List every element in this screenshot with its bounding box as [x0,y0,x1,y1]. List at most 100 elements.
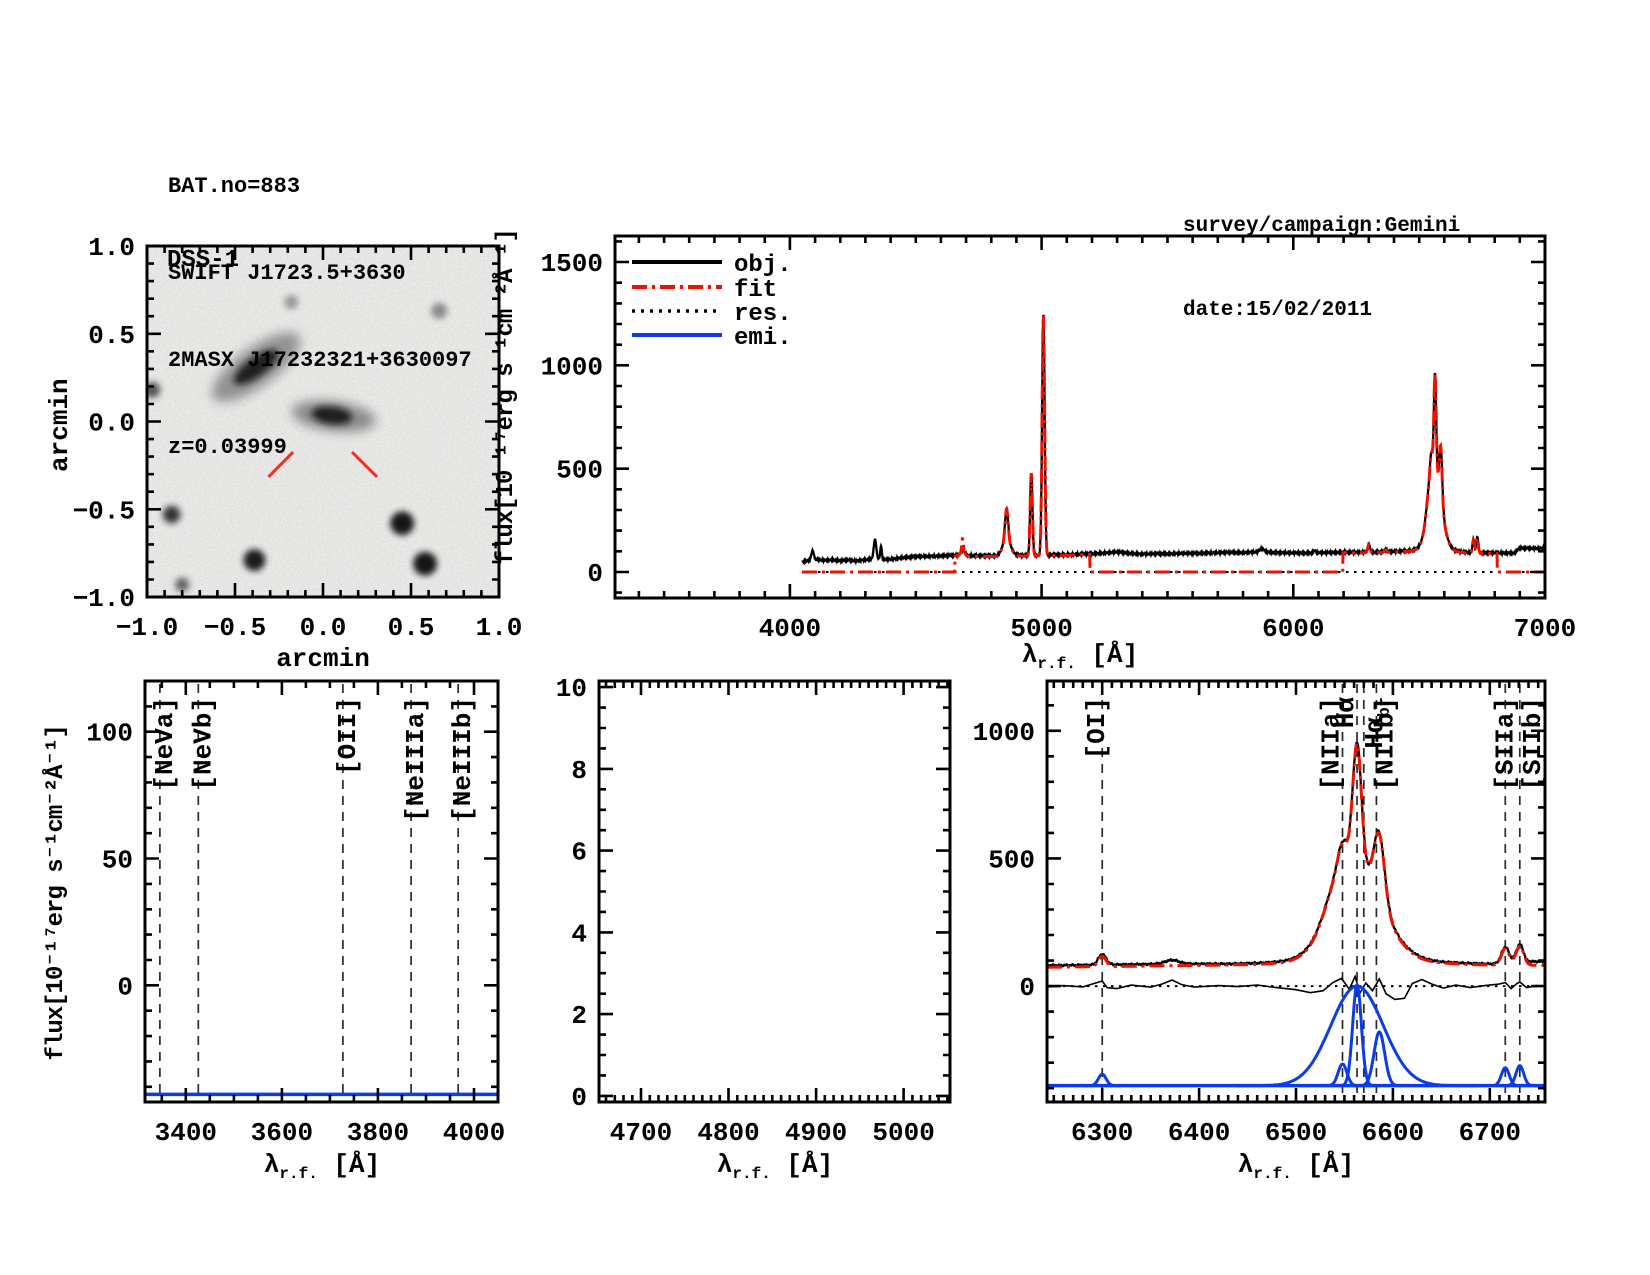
dss-yaxis-title: arcmin [44,378,75,472]
halpha-zoom-xaxis-title: λr.f. [Å] [1237,1150,1355,1184]
y-tick-label: −0.5 [73,496,135,526]
mid-zoom-xaxis-title: λr.f. [Å] [716,1150,834,1184]
plot-frame [143,679,500,1104]
axis-ticks [615,236,1547,598]
x-tick-label: 4900 [785,1118,847,1148]
emission-component-curve [1502,1064,1538,1088]
2masx-name: 2MASX J17232321+3630097 [168,348,472,374]
spectral-line-label: [NIIa] [1317,697,1347,791]
y-tick-label: 1000 [973,718,1035,748]
y-tick-label: 4 [571,919,587,949]
panel-full_spectrum-curves [801,314,1544,574]
observation-date: date:15/02/2011 [1183,298,1373,322]
full-spectrum-yaxis-title: flux[10⁻¹⁷erg s⁻¹cm⁻²Å⁻¹] [493,229,521,565]
fit-curve [802,315,1544,574]
x-tick-label: −0.5 [204,613,266,643]
x-tick-label: 6000 [1262,614,1324,644]
target-pointer-mark [350,450,379,479]
spectral-line-label: [SIIb] [1518,697,1548,791]
dss-xaxis-title: arcmin [276,644,370,674]
x-tick-label: 3600 [251,1118,313,1148]
star [390,511,415,536]
x-tick-label: 5000 [872,1118,934,1148]
dss-image-label: DSS-1 [167,247,240,274]
x-tick-label: 1.0 [476,613,523,643]
redshift: z=0.03999 [168,435,287,461]
panel-blue_lines_zoom: 3400 3600 3800 4000 0 50 100 [NeVa] [NeVb] [OII] [… [86,679,505,1148]
y-tick-label: 100 [86,719,133,749]
x-tick-label: 6400 [1168,1118,1230,1148]
star [175,577,190,592]
emission-component-curve [1337,982,1378,1088]
y-tick-label: 0 [571,1083,587,1113]
y-tick-label: 0 [1019,973,1035,1003]
legend-label: emi. [734,325,792,352]
target-pointer-mark [267,450,295,479]
dss-image-content [148,247,498,596]
x-tick-label: −1.0 [116,613,178,643]
spectral-line-label: [NIIb] [1370,697,1400,791]
panel-dss_image: −1.0 −0.5 0.0 0.5 1.0 −1.0 −0.5 0.0 0.5 1.0 [73,233,523,643]
y-tick-label: 1500 [541,249,603,279]
plot-frame [1045,679,1547,1104]
spectral-line-label: [NeIIIa] [401,697,431,822]
axis-ticks [1047,681,1545,1102]
spectral-line-label: [NeVb] [188,697,218,791]
x-tick-label: 0.0 [300,613,347,643]
spectral-line-label: [OII] [333,697,363,775]
object-spectrum-curve [801,314,1544,566]
y-tick-label: 0 [587,559,603,589]
emission-component-curve [1354,1030,1404,1088]
plot-frame [613,234,1547,600]
y-tick-label: 1.0 [88,233,135,263]
emission-component-curve [1084,1072,1121,1088]
y-tick-label: 0 [117,972,133,1002]
x-tick-label: 0.5 [388,613,435,643]
y-tick-label: 1000 [541,352,603,382]
y-tick-label: 50 [102,846,133,876]
star [162,505,181,524]
star [413,551,438,576]
spectral-line-label: [SIIa] [1490,697,1520,791]
bat-number: BAT.no=883 [168,174,301,200]
blue-zoom-xaxis-title: λr.f. [Å] [263,1150,381,1184]
blue-zoom-yaxis-title: flux[10⁻¹⁷erg s⁻¹cm⁻²Å⁻¹] [43,725,71,1061]
y-tick-label: 10 [556,674,587,704]
x-tick-label: 4000 [443,1118,505,1148]
y-tick-label: 6 [571,838,587,868]
y-tick-label: 500 [988,845,1035,875]
fit-curve [1048,741,1544,969]
axis-ticks [599,681,950,1102]
y-tick-label: 500 [556,456,603,486]
y-tick-label: 2 [571,1001,587,1031]
star [284,295,299,310]
axis-ticks [145,679,500,1102]
axis-ticks [145,244,501,599]
x-tick-label: 4000 [759,614,821,644]
y-tick-label: 0.0 [88,409,135,439]
x-tick-label: 3800 [347,1118,409,1148]
spectral-line-label: [NeVa] [150,697,180,791]
swift-name: SWIFT J1723.5+3630 [168,261,406,287]
spectral-line-label: [NeIIIb] [448,697,478,822]
panel-halpha_zoom-curves [1048,684,1544,1100]
panel-full_spectrum: 4000 5000 6000 7000 0 500 1000 1500 obj.fitres.e… [541,234,1576,644]
residual-curve [1048,974,1544,1001]
survey-campaign: survey/campaign:Gemini [1183,215,1461,239]
target-galaxy-core [311,406,352,425]
spectral-line-label: [OI] [1082,697,1112,759]
panel-empty_zoom: 4700 4800 4900 5000 0 2 4 6 8 10 [556,674,952,1148]
x-tick-label: 6500 [1265,1118,1327,1148]
target-info-block: BAT.no=883 SWIFT J1723.5+3630 2MASX J172… [168,114,472,520]
full-spectrum-xaxis-title: λr.f. [Å] [1021,640,1139,674]
spectral-line-label: Hαbr [1360,697,1395,749]
star [431,302,448,319]
plot-frame [597,679,952,1104]
x-tick-label: 6700 [1459,1118,1521,1148]
x-tick-label: 4700 [610,1118,672,1148]
x-tick-label: 3400 [155,1118,217,1148]
legend-label: obj. [734,252,792,279]
y-tick-label: 8 [571,756,587,786]
